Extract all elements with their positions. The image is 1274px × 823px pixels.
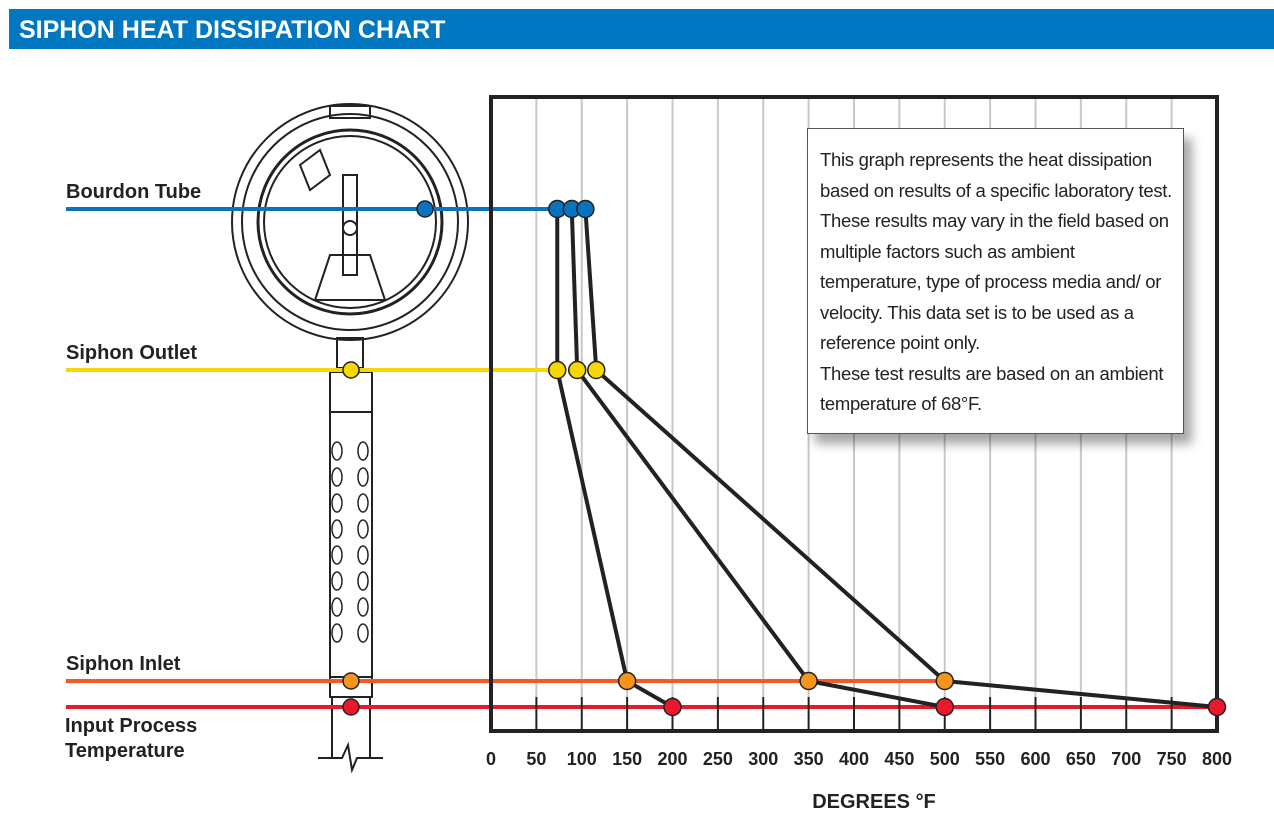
data-point <box>663 697 682 717</box>
siphon-hole <box>331 571 343 591</box>
tick-label: 350 <box>794 749 824 769</box>
gauge-marker <box>342 361 360 379</box>
level-label-line: Temperature <box>65 740 185 762</box>
siphon-hole <box>357 493 369 513</box>
tick-label: 200 <box>657 749 687 769</box>
siphon-hole <box>357 441 369 461</box>
chart-title: SIPHON HEAT DISSIPATION CHART <box>19 16 446 44</box>
siphon-hole <box>331 545 343 565</box>
siphon-hole <box>331 493 343 513</box>
level-label: Bourdon Tube <box>66 181 201 203</box>
data-point <box>587 360 606 380</box>
data-point <box>799 671 818 691</box>
tick-label: 100 <box>567 749 597 769</box>
siphon-hole <box>331 623 343 643</box>
gauge-marker <box>342 698 360 716</box>
data-point <box>617 671 637 691</box>
data-point <box>547 360 567 380</box>
siphon-hole <box>331 519 343 539</box>
gauge-illustration <box>231 103 469 774</box>
level-label: Siphon Inlet <box>66 653 181 675</box>
tick-label: 700 <box>1111 749 1141 769</box>
data-point <box>935 697 954 717</box>
siphon-holes <box>331 441 369 643</box>
tick-label: 150 <box>612 749 642 769</box>
siphon-hole <box>357 623 369 643</box>
tick-label: 550 <box>975 749 1005 769</box>
tick-label: 750 <box>1157 749 1187 769</box>
siphon-hole <box>331 441 343 461</box>
tick-label: 300 <box>748 749 778 769</box>
tick-label: 500 <box>930 749 960 769</box>
note-paragraph-2: These test results are based on an ambie… <box>820 362 1164 415</box>
gauge-marker <box>416 200 434 218</box>
data-point <box>567 360 587 380</box>
info-note: This graph represents the heat dissipati… <box>807 128 1184 434</box>
tick-label: 400 <box>839 749 869 769</box>
gauge-marker <box>342 672 360 690</box>
level-label-line: Input Process <box>65 715 197 737</box>
chart-header: SIPHON HEAT DISSIPATION CHART <box>9 9 1274 49</box>
level-label: Input Process Temperature <box>65 715 197 762</box>
plot-frame <box>489 95 1219 733</box>
siphon-hole <box>357 545 369 565</box>
tick-label: 800 <box>1202 749 1232 769</box>
siphon-hole <box>357 519 369 539</box>
note-paragraph-1: This graph represents the heat dissipati… <box>820 149 1172 353</box>
tick-label: 250 <box>703 749 733 769</box>
series-line-1 <box>555 209 674 709</box>
tick-label: 650 <box>1066 749 1096 769</box>
x-axis-label: DEGREES °F <box>812 791 936 813</box>
siphon-hole <box>357 571 369 591</box>
data-point <box>1207 697 1227 717</box>
series-line-3 <box>583 208 1218 709</box>
x-axis: 0 50 100 150 200 250 300 350 400 450 500 550 600 650 7… <box>486 697 1232 769</box>
tick-label: 450 <box>884 749 914 769</box>
tick-label: 50 <box>526 749 546 769</box>
tick-label: 0 <box>486 749 496 769</box>
series-line-2 <box>569 208 946 709</box>
siphon-hole <box>331 597 343 617</box>
siphon-hole <box>331 467 343 487</box>
data-point <box>935 671 954 691</box>
siphon-hole <box>357 467 369 487</box>
data-point <box>576 199 595 219</box>
siphon-hole <box>357 597 369 617</box>
level-label: Siphon Outlet <box>66 342 197 364</box>
tick-label: 600 <box>1020 749 1050 769</box>
